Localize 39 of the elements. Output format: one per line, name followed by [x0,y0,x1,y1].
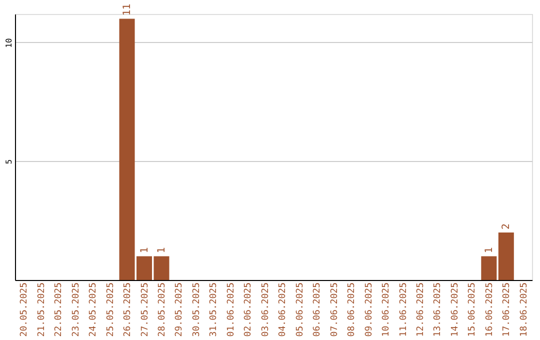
x-tick-label: 10.06.2025 [382,282,392,337]
x-tick-label: 28.05.2025 [157,282,168,337]
x-tick-label: 24.05.2025 [88,282,99,337]
x-tick-label: 04.06.2025 [278,282,288,337]
data-label: 2 [501,223,512,230]
x-tick-label: 11.06.2025 [398,282,409,337]
x-tick-label: 07.06.2025 [330,282,340,337]
x-tick-label: 27.05.2025 [140,282,150,337]
x-tick-label: 30.05.2025 [192,282,202,337]
bar [498,232,514,280]
x-tick-label: 29.05.2025 [174,282,185,337]
x-tick-label: 25.05.2025 [106,282,116,337]
x-tick-label: 15.06.2025 [468,282,478,337]
y-tick-label: 10 [4,38,14,48]
data-label: 1 [484,247,495,254]
x-tick-label: 13.06.2025 [433,282,444,337]
x-tick-label: 12.06.2025 [416,282,426,337]
x-tick-label: 03.06.2025 [260,282,271,337]
x-tick-label: 16.06.2025 [484,282,495,337]
x-tick-label: 05.06.2025 [295,282,306,337]
x-tick-label: 22.05.2025 [54,282,64,337]
x-tick-label: 09.06.2025 [364,282,374,337]
x-tick-label: 06.06.2025 [312,282,323,337]
y-tick-label: 5 [4,159,14,164]
x-tick-label: 08.06.2025 [347,282,358,337]
data-label: 1 [139,247,150,254]
x-tick-label: 14.06.2025 [450,282,460,337]
x-tick-label: 02.06.2025 [244,282,254,337]
x-tick-label: 18.06.2025 [519,282,530,337]
x-tick-label: 01.06.2025 [226,282,236,337]
x-tick-label: 17.06.2025 [502,282,512,337]
x-tick-label: 31.05.2025 [209,282,220,337]
data-label: 1 [156,247,168,254]
x-tick-label: 21.05.2025 [36,282,47,337]
bar [481,256,497,280]
x-tick-label: 20.05.2025 [20,282,30,337]
x-tick-label: 26.05.2025 [123,282,134,337]
x-tick-label: 23.05.2025 [71,282,82,337]
data-label: 11 [122,4,134,16]
